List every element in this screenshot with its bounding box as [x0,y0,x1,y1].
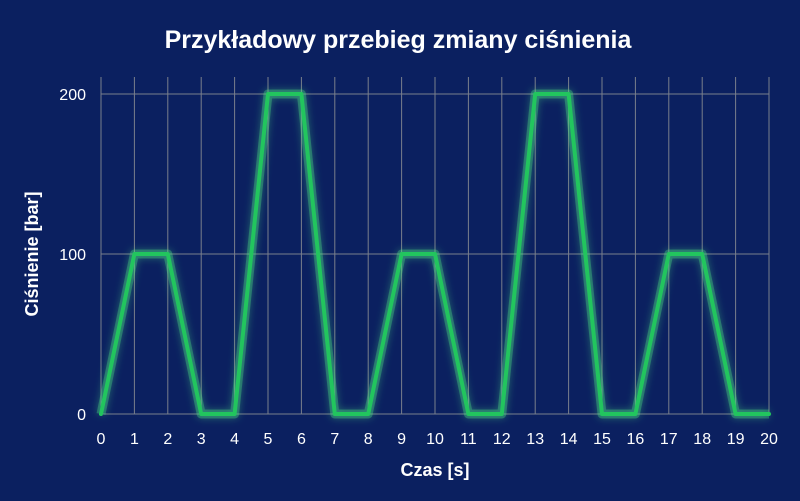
data-point [767,412,771,416]
x-tick-label: 17 [660,431,678,448]
chart-title: Przykładowy przebieg zmiany ciśnienia [165,26,633,54]
data-point [500,412,504,416]
x-tick-label: 13 [526,431,544,448]
data-point [734,412,738,416]
data-point [166,252,170,256]
data-point [567,92,571,96]
x-tick-label: 5 [264,431,273,448]
data-point [99,412,103,416]
x-axis-label: Czas [s] [400,460,469,480]
data-point [667,252,671,256]
x-tick-label: 2 [163,431,172,448]
x-tick-label: 4 [230,431,239,448]
data-point [633,412,637,416]
data-point [366,412,370,416]
x-axis-ticks: 0 1 2 3 4 5 6 7 8 9 10 11 12 13 14 15 16 17 18 19 20 [97,431,778,448]
x-tick-label: 11 [460,431,477,448]
y-tick-label: 0 [77,407,86,424]
x-tick-label: 16 [627,431,645,448]
x-tick-label: 10 [426,431,444,448]
data-point [700,252,704,256]
data-point [433,252,437,256]
data-point [333,412,337,416]
y-axis-label: Ciśnienie [bar] [22,191,42,316]
x-tick-label: 1 [130,431,139,448]
x-tick-label: 0 [97,431,106,448]
x-tick-label: 7 [330,431,339,448]
x-tick-label: 8 [364,431,373,448]
y-axis-ticks: 0 100 200 [59,87,86,424]
x-tick-label: 18 [693,431,711,448]
x-tick-label: 15 [593,431,611,448]
data-point [600,412,604,416]
data-point [266,92,270,96]
data-point [400,252,404,256]
data-point [233,412,237,416]
x-tick-label: 12 [493,431,511,448]
x-tick-label: 14 [560,431,578,448]
data-point [299,92,303,96]
series-group [96,89,771,419]
x-tick-label: 9 [397,431,406,448]
data-point [132,252,136,256]
x-tick-label: 3 [197,431,206,448]
x-tick-label: 19 [727,431,745,448]
data-point [533,92,537,96]
y-tick-label: 100 [59,247,86,264]
x-tick-label: 20 [760,431,778,448]
data-point [199,412,203,416]
x-tick-label: 6 [297,431,306,448]
y-tick-label: 200 [59,87,86,104]
data-point [466,412,470,416]
grid [100,77,770,415]
